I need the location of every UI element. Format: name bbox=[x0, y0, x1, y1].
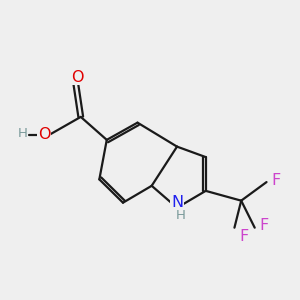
Text: N: N bbox=[171, 195, 183, 210]
Text: F: F bbox=[272, 173, 280, 188]
Text: H: H bbox=[176, 209, 186, 222]
Text: F: F bbox=[260, 218, 269, 233]
Text: H: H bbox=[17, 127, 27, 140]
Text: O: O bbox=[71, 70, 84, 85]
Text: F: F bbox=[239, 229, 248, 244]
Text: O: O bbox=[38, 127, 50, 142]
